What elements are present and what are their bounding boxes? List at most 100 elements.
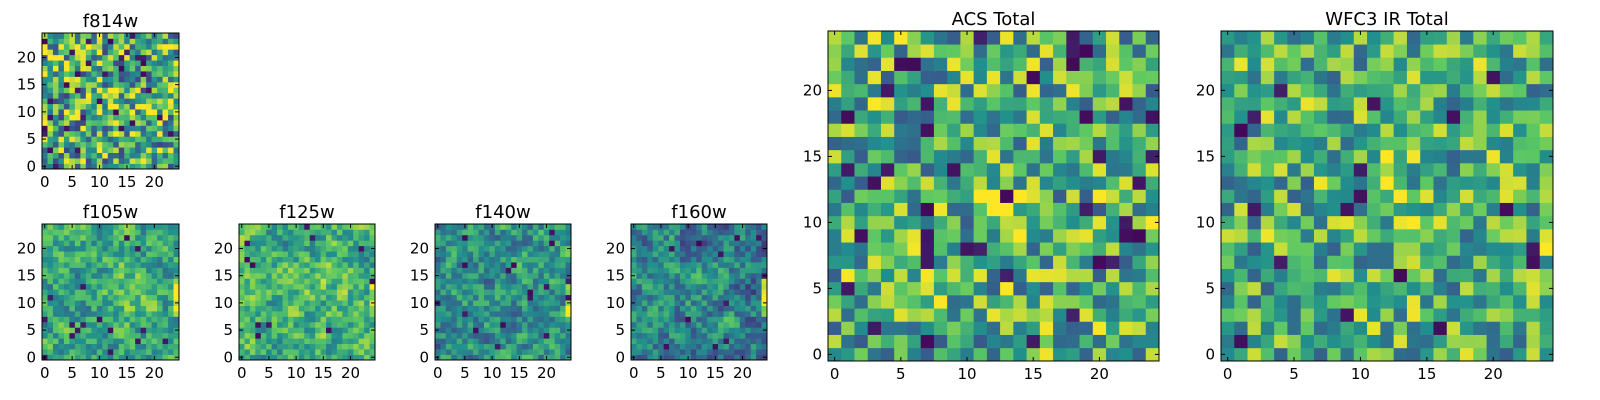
heatmap-cell [739,245,746,252]
heatmap-cell [1013,57,1027,71]
heatmap-cell [102,272,109,279]
heatmap-cell [1234,281,1248,296]
heatmap-cell [560,289,566,296]
heatmap-cell [266,272,272,279]
heatmap-cell [750,349,757,355]
heatmap-cell [728,332,735,339]
heatmap-cell [304,300,311,306]
heatmap-cell [1433,334,1448,349]
heatmap-cell [168,136,174,143]
heatmap-cell [42,262,48,268]
heatmap-cell [933,347,948,362]
heatmap-cell [538,349,545,355]
heatmap-cell [146,338,152,345]
heatmap-cell [1247,242,1262,256]
heatmap-cell [157,289,163,296]
heatmap-cell [647,316,654,323]
heatmap-cell [260,283,267,290]
heatmap-cell [260,354,267,361]
heatmap-cell [304,272,311,279]
heatmap-cell [494,321,501,328]
heatmap-cell [249,294,256,301]
heatmap-cell [1287,70,1302,85]
heatmap-cell [1340,136,1355,151]
heatmap-cell [505,267,512,274]
heatmap-cell [1406,281,1421,296]
heatmap-cell [674,234,681,241]
heatmap-cell [685,311,692,317]
heatmap-cell [58,349,65,355]
heatmap-cell [96,305,103,312]
heatmap-cell [157,125,163,132]
heatmap-cell [168,294,174,301]
heatmap-cell [1380,255,1394,269]
heatmap-cell [1486,281,1501,296]
heatmap-cell [543,229,550,236]
heatmap-cell [880,189,895,203]
heatmap-cell [907,308,922,322]
heatmap-cell [320,349,327,355]
heatmap-cell [1053,308,1067,322]
heatmap-cell [685,327,692,334]
heatmap-cell [336,321,343,328]
heatmap-cell [1145,110,1160,124]
heatmap-cell [135,130,141,137]
heatmap-cell [745,289,752,296]
heatmap-cell [69,54,76,61]
heatmap-cell [527,256,534,263]
heatmap-cell [151,49,158,56]
heatmap-cell [734,332,741,339]
heatmap-cell [244,224,251,230]
heatmap-cell [1119,70,1133,85]
heatmap-cell [124,240,131,247]
heatmap-cell [500,349,507,355]
heatmap-cell [277,272,283,279]
heatmap-cell [85,81,92,88]
heatmap-cell [271,240,278,247]
heatmap-cell [756,229,762,236]
heatmap-cell [146,65,152,72]
heatmap-cell [549,316,556,323]
heatmap-cell [1300,57,1315,71]
heatmap-cell [712,251,719,257]
heatmap-cell [293,251,300,257]
heatmap-cell [74,60,81,66]
heatmap-cell [554,332,561,339]
heatmap-cell [113,49,120,56]
heatmap-cell [91,300,98,306]
heatmap-cell [1092,136,1107,151]
heatmap-cell [718,229,724,236]
heatmap-cell [304,338,311,345]
heatmap-cell [511,300,517,306]
heatmap-cell [353,224,360,230]
heatmap-cell [960,123,974,137]
heatmap-cell [266,289,272,296]
heatmap-cell [445,343,452,350]
heatmap-cell [690,256,697,263]
heatmap-cell [102,321,109,328]
heatmap-cell [1539,202,1554,217]
heatmap-cell [63,136,70,143]
heatmap-cell [745,354,752,361]
heatmap-cell [63,262,70,268]
heatmap-cell [663,294,670,301]
heatmap-cell [1539,57,1554,71]
heatmap-cell [467,343,474,350]
heatmap-cell [960,83,974,98]
heatmap-cell [74,251,81,257]
heatmap-cell [140,163,147,170]
heatmap-cell [146,311,152,317]
heatmap-cell [1460,149,1474,164]
heatmap-cell [1460,215,1474,230]
heatmap-cell [1393,255,1408,269]
heatmap-cell [456,338,463,345]
heatmap-cell [1393,176,1408,190]
y-tick-label: 15 [606,267,625,285]
heatmap-cell [353,338,360,345]
heatmap-cell [1132,44,1147,58]
heatmap-cell [52,354,59,361]
heatmap-cell [124,327,131,334]
heatmap-cell [113,114,120,121]
heatmap-cell [347,321,354,328]
heatmap-cell [157,60,163,66]
